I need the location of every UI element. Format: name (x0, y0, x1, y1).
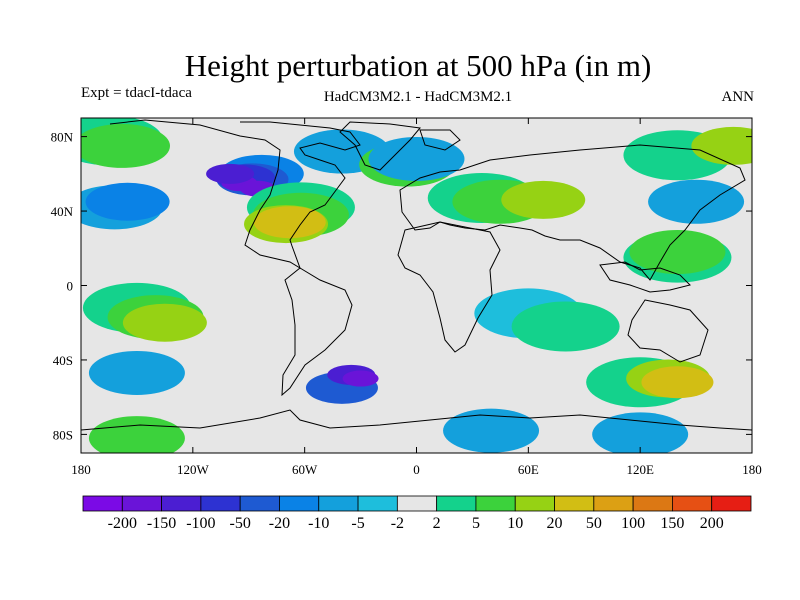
colorbar-swatch (239, 495, 280, 512)
colorbar-swatch (318, 495, 359, 512)
lon-tick-label: 120W (177, 462, 210, 477)
lon-tick-label: 0 (413, 462, 420, 477)
colorbar-label: -2 (391, 515, 404, 532)
colorbar-label: -200 (108, 515, 137, 532)
anomaly-patch (85, 182, 170, 221)
colorbar-swatch (161, 495, 202, 512)
colorbar-label: -10 (308, 515, 329, 532)
colorbar-swatch (593, 495, 634, 512)
map-axes: 80N 40N 0 40S 80S 180 120W 60W 0 60E 120E 180 (51, 118, 762, 477)
anomaly-patch (501, 180, 586, 219)
lon-tick-label: 180 (742, 462, 762, 477)
colorbar-label: -100 (186, 515, 215, 532)
colorbar-label: 2 (433, 515, 441, 532)
anomaly-patch (88, 350, 185, 395)
models-label: HadCM3M2.1 - HadCM3M2.1 (323, 89, 513, 105)
colorbar-swatch (514, 495, 555, 512)
lon-tick-label: 60W (292, 462, 318, 477)
anomaly-patch (691, 126, 752, 165)
colorbar-label: 10 (507, 515, 523, 532)
lon-tick-label: 60E (518, 462, 539, 477)
colorbar-label: -150 (147, 515, 176, 532)
lon-tick-label: 180 (71, 462, 91, 477)
colorbar-label: -50 (230, 515, 251, 532)
colorbar-swatch (121, 495, 162, 512)
colorbar-swatch (554, 495, 595, 512)
colorbar-label: -5 (351, 515, 364, 532)
colorbar-swatch (200, 495, 241, 512)
colorbar-swatch (82, 495, 123, 512)
anomaly-patch (81, 123, 170, 168)
anomaly-patch (122, 303, 207, 342)
lat-tick-label: 80S (53, 427, 73, 442)
lat-tick-label: 40N (51, 204, 74, 219)
lat-tick-label: 40S (53, 353, 73, 368)
colorbar-swatch (279, 495, 320, 512)
anomaly-patch (443, 408, 540, 453)
anomaly-patch (511, 301, 620, 352)
anomaly-patch (88, 416, 185, 453)
colorbar: -200 -150 -100 -50 -20 -10 -5 -2 2 5 10 20 50 100 150 2… (82, 495, 752, 532)
anomaly-patch (368, 136, 465, 181)
coastlines (81, 119, 752, 431)
map-plot-area (81, 118, 752, 453)
colorbar-swatch (632, 495, 673, 512)
anomaly-patch (342, 370, 379, 387)
colorbar-label: 5 (472, 515, 480, 532)
anomaly-patch (641, 366, 714, 399)
colorbar-swatch (672, 495, 713, 512)
colorbar-label: 100 (621, 515, 645, 532)
colorbar-label: 20 (547, 515, 563, 532)
colorbar-label: -20 (269, 515, 290, 532)
period-label: ANN (721, 89, 755, 105)
colorbar-swatch (396, 495, 438, 512)
anomaly-patch (592, 412, 689, 453)
lat-tick-label: 0 (67, 279, 74, 294)
colorbar-label: 200 (700, 515, 724, 532)
experiment-label: Expt = tdacI-tdaca (81, 85, 192, 101)
map-title: Height perturbation at 500 hPa (in m) (184, 48, 652, 83)
anomaly-patch (206, 163, 255, 184)
lon-tick-label: 120E (626, 462, 654, 477)
colorbar-label: 50 (586, 515, 602, 532)
colorbar-swatch (357, 495, 398, 512)
lat-tick-label: 80N (51, 130, 74, 145)
colorbar-label: 150 (660, 515, 684, 532)
colorbar-swatch (475, 495, 516, 512)
anomaly-field (81, 118, 752, 453)
anomaly-patch (648, 179, 745, 224)
colorbar-swatch (711, 495, 752, 512)
colorbar-swatch (436, 495, 477, 512)
anomaly-patch (253, 206, 326, 239)
anomaly-patch (629, 230, 726, 274)
